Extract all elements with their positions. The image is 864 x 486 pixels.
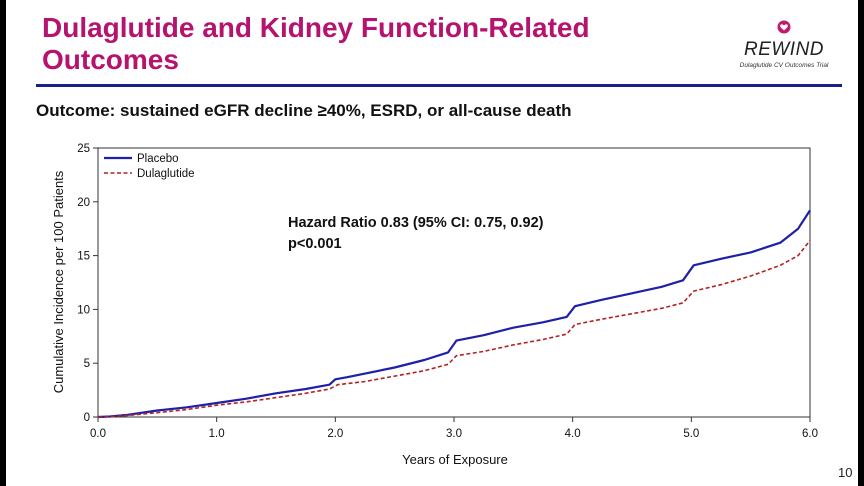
y-tick-label: 20 (77, 197, 90, 209)
slide-title-line-2: Outcomes (42, 44, 179, 75)
chart-series (97, 209, 811, 419)
rewind-logo: REWIND Dulaglutide CV Outcomes Trial (730, 18, 842, 70)
chart-legend: Placebo Dulaglutide (104, 153, 195, 180)
y-tick-label: 0 (84, 412, 90, 424)
chart-axes (97, 147, 811, 418)
plot-frame (97, 147, 811, 418)
x-tick-label: 3.0 (446, 428, 462, 440)
p-value-annotation: p<0.001 (288, 236, 342, 252)
y-tick-label: 5 (84, 358, 90, 370)
slide-title: Dulaglutide and Kidney Function-Related … (42, 12, 590, 76)
x-tick-label: 0.0 (90, 428, 106, 440)
title-divider (36, 84, 842, 87)
series-line-dulaglutide (97, 240, 811, 418)
x-tick-label: 2.0 (327, 428, 343, 440)
x-axis-label: Years of Exposure (402, 452, 508, 467)
y-axis-label: Cumulative Incidence per 100 Patients (51, 170, 66, 393)
logo-wordmark: REWIND (743, 39, 825, 60)
slide-title-line-1: Dulaglutide and Kidney Function-Related (42, 12, 590, 43)
hazard-ratio-annotation: Hazard Ratio 0.83 (95% CI: 0.75, 0.92) (288, 215, 544, 231)
x-tick-label: 5.0 (683, 428, 699, 440)
heart-icon (777, 20, 791, 34)
x-tick-label: 1.0 (209, 428, 225, 440)
legend-label-dulaglutide: Dulaglutide (137, 168, 195, 180)
y-tick-label: 25 (77, 143, 90, 155)
y-tick-label: 10 (77, 304, 90, 316)
logo-tagline: Dulaglutide CV Outcomes Trial (739, 62, 829, 69)
slide: Dulaglutide and Kidney Function-Related … (6, 0, 858, 486)
outcome-subtitle: Outcome: sustained eGFR decline ≥40%, ES… (36, 101, 572, 120)
series-line-placebo (97, 209, 811, 419)
y-tick-label: 15 (77, 251, 90, 263)
chart-ticks: 0.0 1.0 2.0 3.0 4.0 5.0 6.0 0 5 10 15 20 25 (77, 143, 818, 440)
legend-label-placebo: Placebo (137, 153, 179, 165)
x-tick-label: 4.0 (565, 428, 581, 440)
x-tick-label: 6.0 (802, 428, 818, 440)
page-number: 10 (838, 465, 853, 480)
